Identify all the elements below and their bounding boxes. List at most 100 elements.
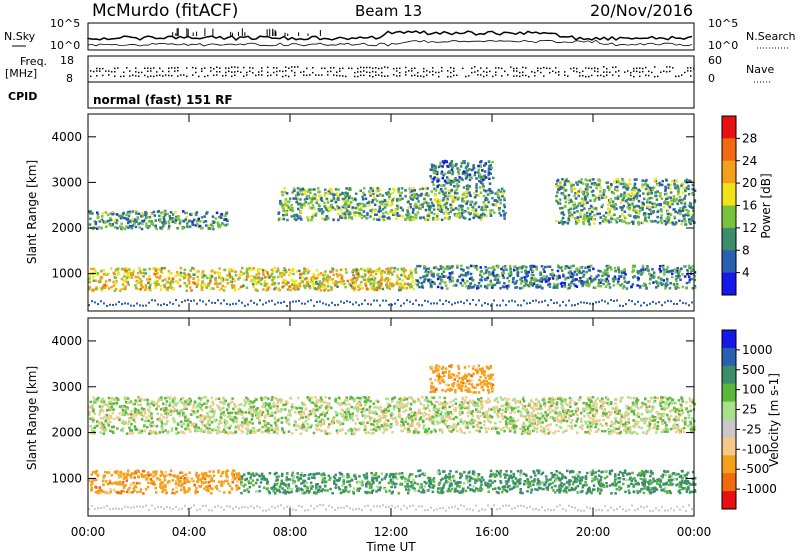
heatmap-cell <box>224 277 227 281</box>
heatmap-cell <box>323 473 326 477</box>
heatmap-cell <box>493 278 497 281</box>
heatmap-cell <box>433 194 437 197</box>
heatmap-cell <box>635 204 638 208</box>
heatmap-cell <box>564 195 567 198</box>
heatmap-cell <box>189 286 192 289</box>
ground-scatter-cell <box>271 299 273 302</box>
freq-dot <box>303 74 305 76</box>
heatmap-cell <box>503 198 506 202</box>
heatmap-cell <box>335 272 339 276</box>
heatmap-cell <box>631 202 634 205</box>
heatmap-cell <box>445 206 448 209</box>
heatmap-cell <box>296 191 300 194</box>
heatmap-cell <box>570 265 573 268</box>
heatmap-cell <box>434 189 438 192</box>
heatmap-cell <box>158 478 162 481</box>
heatmap-cell <box>124 216 127 220</box>
heatmap-cell <box>454 196 457 199</box>
freq-dot <box>273 71 275 74</box>
heatmap-cell <box>642 268 645 271</box>
heatmap-cell <box>295 200 298 204</box>
heatmap-cell <box>662 279 666 282</box>
heatmap-cell <box>564 278 567 281</box>
freq-dot <box>267 75 269 77</box>
heatmap-cell <box>277 282 280 285</box>
heatmap-cell <box>462 191 466 194</box>
heatmap-cell <box>473 196 477 199</box>
heatmap-cell <box>659 183 662 186</box>
heatmap-cell <box>294 288 297 291</box>
heatmap-cell <box>296 472 299 475</box>
heatmap-cell <box>477 213 480 217</box>
heatmap-cell <box>163 214 167 217</box>
y-tick-label: 4000 <box>51 130 82 144</box>
heatmap-cell <box>210 492 213 495</box>
heatmap-cell <box>629 214 632 217</box>
heatmap-cell <box>687 218 691 221</box>
heatmap-cell <box>245 477 248 481</box>
heatmap-cell <box>418 264 422 268</box>
heatmap-cell <box>218 275 221 278</box>
heatmap-cell <box>475 183 478 186</box>
heatmap-cell <box>322 472 325 475</box>
heatmap-cell <box>307 473 311 477</box>
heatmap-cell <box>418 188 422 191</box>
heatmap-cell <box>501 274 505 277</box>
heatmap-cell <box>204 274 207 278</box>
heatmap-cell <box>670 199 674 202</box>
heatmap-cell <box>593 207 596 210</box>
heatmap-cell <box>576 191 579 195</box>
heatmap-cell <box>456 198 460 201</box>
heatmap-cell <box>353 287 356 290</box>
heatmap-cell <box>271 283 274 286</box>
heatmap-cell <box>330 189 333 193</box>
freq-dot <box>633 67 635 70</box>
heatmap-cell <box>586 278 589 281</box>
velocity-heatmap <box>88 364 697 512</box>
heatmap-cell <box>136 215 139 219</box>
heatmap-cell <box>223 223 226 226</box>
heatmap-cell <box>100 226 103 229</box>
heatmap-cell <box>381 269 384 273</box>
heatmap-cell <box>682 182 685 185</box>
heatmap-cell <box>154 284 158 288</box>
heatmap-cell <box>595 187 598 190</box>
heatmap-cell <box>410 193 414 197</box>
freq-dot <box>360 74 362 77</box>
freq-dot <box>441 66 443 69</box>
heatmap-cell <box>664 188 667 191</box>
heatmap-cell <box>322 279 325 283</box>
freq-dot <box>306 74 308 77</box>
heatmap-cell <box>301 187 305 191</box>
heatmap-cell <box>342 490 346 493</box>
heatmap-cell <box>369 209 372 212</box>
heatmap-cell <box>515 286 519 289</box>
heatmap-cell <box>481 212 485 215</box>
heatmap-cell <box>315 269 319 272</box>
heatmap-cell <box>184 473 187 476</box>
heatmap-cell <box>231 277 235 281</box>
heatmap-cell <box>529 281 532 285</box>
heatmap-cell <box>374 209 377 213</box>
heatmap-cell <box>181 474 185 478</box>
ground-scatter-cell <box>289 301 291 304</box>
heatmap-cell <box>462 160 465 163</box>
heatmap-cell <box>677 286 680 289</box>
heatmap-cell <box>375 476 379 480</box>
heatmap-cell <box>641 179 644 182</box>
heatmap-cell <box>323 277 326 280</box>
heatmap-cell <box>115 470 118 473</box>
heatmap-cell <box>248 481 251 485</box>
heatmap-cell <box>466 287 470 290</box>
heatmap-cell <box>278 490 282 494</box>
heatmap-cell <box>323 218 327 221</box>
heatmap-cell <box>536 283 539 287</box>
noise-traces <box>87 28 693 47</box>
heatmap-cell <box>675 197 678 201</box>
heatmap-cell <box>501 265 505 269</box>
heatmap-cell <box>103 283 107 286</box>
heatmap-cell <box>337 188 340 191</box>
heatmap-cell <box>218 489 221 493</box>
heatmap-cell <box>555 185 558 188</box>
heatmap-cell <box>326 274 329 277</box>
